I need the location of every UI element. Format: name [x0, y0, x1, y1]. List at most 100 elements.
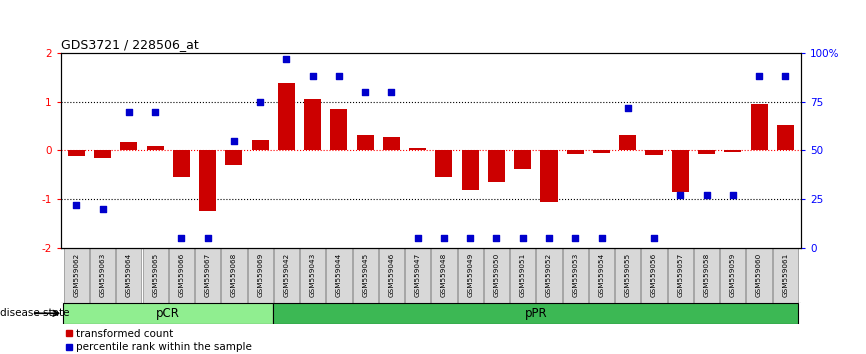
Text: GSM559066: GSM559066	[178, 253, 184, 297]
Point	[410, 235, 424, 241]
Point	[674, 193, 688, 198]
Text: GDS3721 / 228506_at: GDS3721 / 228506_at	[61, 38, 198, 51]
Bar	[169, 248, 194, 303]
Point	[489, 235, 503, 241]
Bar	[514, 150, 531, 169]
Bar	[619, 135, 637, 150]
Point	[253, 99, 267, 105]
Point	[647, 235, 661, 241]
Bar	[248, 248, 273, 303]
Text: GSM559060: GSM559060	[756, 253, 762, 297]
Point	[122, 109, 136, 114]
Text: GSM559067: GSM559067	[204, 253, 210, 297]
Bar	[751, 104, 767, 150]
Bar	[225, 150, 242, 165]
Bar	[566, 150, 584, 154]
Point	[595, 235, 609, 241]
Text: GSM559052: GSM559052	[546, 253, 552, 297]
Bar	[484, 248, 509, 303]
Text: GSM559061: GSM559061	[782, 253, 788, 297]
Bar	[772, 248, 798, 303]
Bar	[563, 248, 588, 303]
Text: GSM559069: GSM559069	[257, 253, 263, 297]
Bar	[540, 150, 558, 201]
Text: GSM559044: GSM559044	[336, 253, 342, 297]
Bar	[668, 248, 693, 303]
Bar	[378, 248, 404, 303]
Bar	[146, 145, 164, 150]
Point	[516, 235, 530, 241]
Text: GSM559045: GSM559045	[362, 253, 368, 297]
Bar	[409, 148, 426, 150]
Text: GSM559058: GSM559058	[703, 253, 709, 297]
Point	[174, 235, 188, 241]
Bar	[304, 99, 321, 150]
Bar	[68, 150, 85, 156]
Text: GSM559051: GSM559051	[520, 253, 526, 297]
Bar	[383, 137, 400, 150]
Text: GSM559054: GSM559054	[598, 253, 604, 297]
Bar	[698, 150, 715, 154]
Bar	[64, 248, 89, 303]
Point	[148, 109, 162, 114]
Point	[779, 74, 792, 79]
Bar	[116, 248, 141, 303]
Bar	[120, 142, 138, 150]
Text: GSM559057: GSM559057	[677, 253, 683, 297]
Point	[700, 193, 714, 198]
Bar	[278, 83, 295, 150]
Point	[332, 74, 346, 79]
Text: GSM559047: GSM559047	[415, 253, 421, 297]
Text: GSM559043: GSM559043	[310, 253, 316, 297]
Text: GSM559048: GSM559048	[441, 253, 447, 297]
Bar	[694, 248, 719, 303]
Text: pCR: pCR	[157, 307, 180, 320]
Bar	[252, 140, 268, 150]
Text: disease state: disease state	[0, 308, 69, 318]
Bar	[274, 303, 798, 324]
Bar	[331, 109, 347, 150]
Text: GSM559049: GSM559049	[468, 253, 473, 297]
Text: GSM559042: GSM559042	[283, 253, 289, 297]
Point	[69, 202, 83, 208]
Bar	[405, 248, 430, 303]
Point	[227, 138, 241, 144]
Bar	[777, 125, 794, 150]
Text: GSM559068: GSM559068	[231, 253, 237, 297]
Bar	[222, 248, 247, 303]
Point	[96, 206, 110, 212]
Text: GSM559063: GSM559063	[100, 253, 106, 297]
Bar	[352, 248, 378, 303]
Point	[568, 235, 582, 241]
Text: GSM559065: GSM559065	[152, 253, 158, 297]
Point	[726, 193, 740, 198]
Bar	[63, 303, 274, 324]
Text: GSM559064: GSM559064	[126, 253, 132, 297]
Bar	[173, 150, 190, 177]
Point	[621, 105, 635, 110]
Text: GSM559046: GSM559046	[389, 253, 394, 297]
Bar	[488, 150, 505, 182]
Point	[359, 89, 372, 95]
Bar	[301, 248, 326, 303]
Bar	[195, 248, 220, 303]
Bar	[589, 248, 614, 303]
Bar	[615, 248, 640, 303]
Point	[280, 56, 294, 62]
Point	[201, 235, 215, 241]
Bar	[462, 150, 479, 190]
Text: GSM559056: GSM559056	[651, 253, 657, 297]
Text: GSM559053: GSM559053	[572, 253, 578, 297]
Text: GSM559050: GSM559050	[494, 253, 500, 297]
Bar	[143, 248, 168, 303]
Bar	[746, 248, 772, 303]
Bar	[274, 248, 299, 303]
Point	[306, 74, 320, 79]
Bar	[431, 248, 456, 303]
Bar	[326, 248, 352, 303]
Bar	[593, 150, 610, 153]
Bar	[536, 248, 561, 303]
Bar	[645, 150, 662, 155]
Point	[752, 74, 766, 79]
Bar	[199, 150, 216, 211]
